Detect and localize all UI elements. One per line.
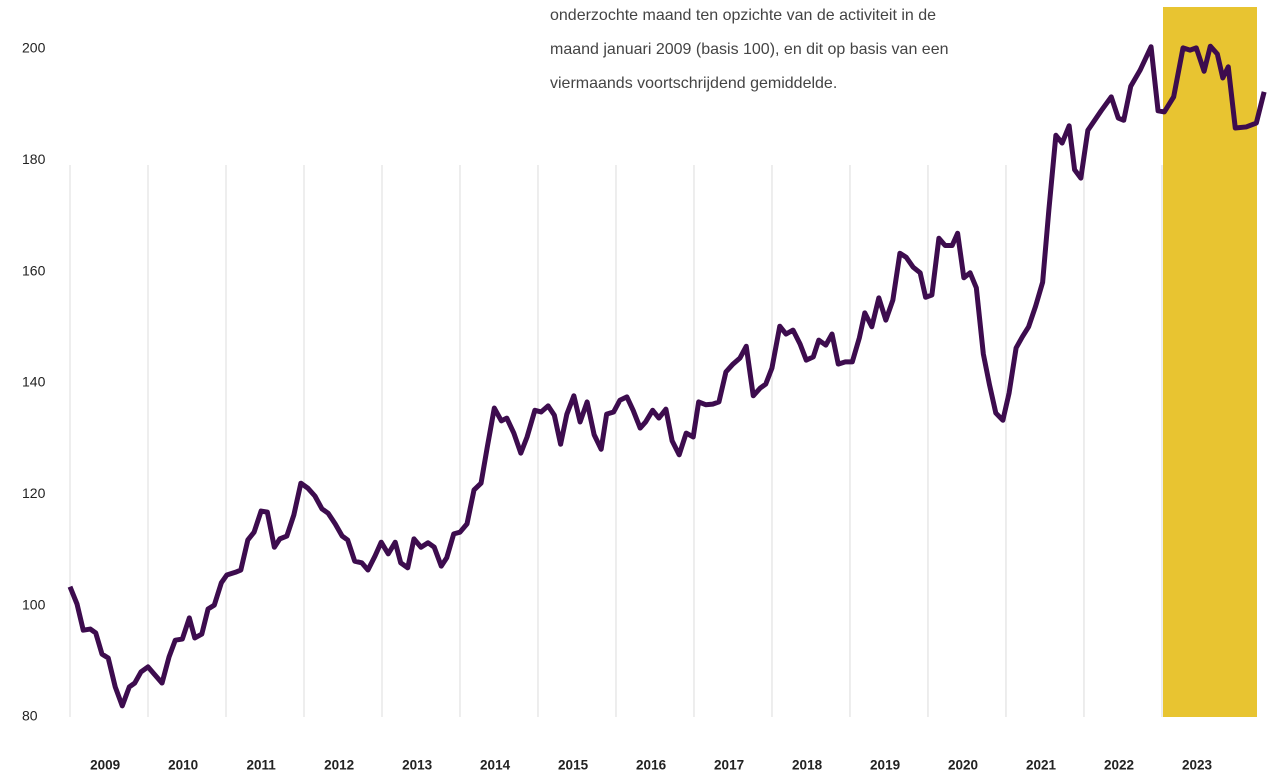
y-tick-label: 120 — [22, 485, 46, 501]
line — [67, 43, 1267, 709]
y-tick-label: 100 — [22, 596, 46, 612]
y-tick-label: 200 — [22, 40, 46, 56]
y-tick-label: 180 — [22, 151, 46, 167]
annotation-line: viermaands voortschrijdend gemiddelde. — [550, 75, 837, 92]
x-tick-label: 2020 — [948, 758, 978, 773]
x-tick-label: 2013 — [402, 758, 433, 773]
x-tick-label: 2021 — [1026, 758, 1057, 773]
x-tick-label: 2009 — [90, 758, 120, 773]
x-tick-label: 2014 — [480, 758, 511, 773]
x-tick-label: 2011 — [246, 758, 276, 773]
x-tick-label: 2023 — [1182, 758, 1213, 773]
x-tick-label: 2016 — [636, 758, 667, 773]
y-tick-label: 80 — [22, 708, 38, 724]
annotation-line: maand januari 2009 (basis 100), en dit o… — [550, 41, 948, 58]
x-tick-label: 2012 — [324, 758, 354, 773]
x-tick-label: 2019 — [870, 758, 900, 773]
x-tick-label: 2015 — [558, 758, 589, 773]
x-tick-label: 2022 — [1104, 758, 1134, 773]
highlight — [1163, 7, 1257, 717]
x-tick-label: 2010 — [168, 758, 198, 773]
annotation-line: onderzochte maand ten opzichte van de ac… — [550, 7, 936, 24]
x-tick-label: 2017 — [714, 758, 744, 773]
y-tick-label: 160 — [22, 262, 46, 278]
y-tick-label: 140 — [22, 374, 46, 390]
x-tick-label: 2018 — [792, 758, 823, 773]
